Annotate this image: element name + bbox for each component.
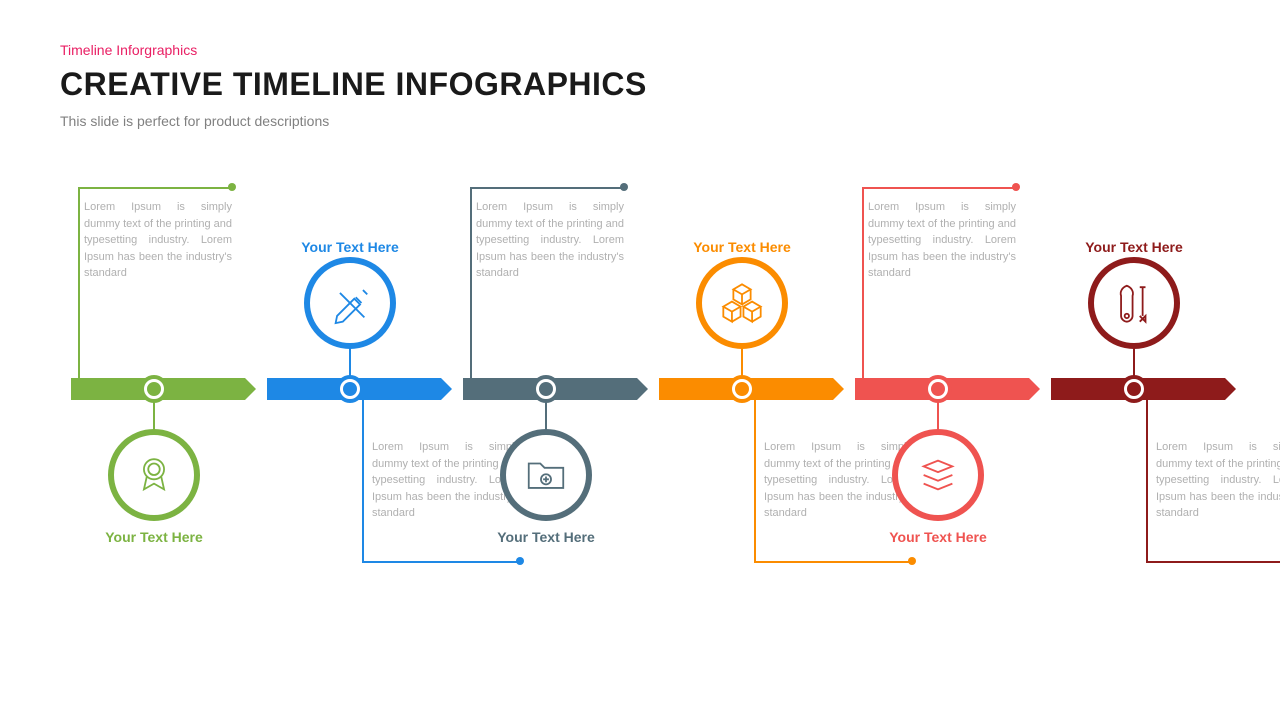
main-title: CREATIVE TIMELINE INFOGRAPHICS [60,66,647,103]
timeline-item-label: Your Text Here [105,529,203,545]
connector-dot [908,557,916,565]
layers-icon [892,429,984,521]
desc-connector [362,389,364,561]
timeline-node [924,375,952,403]
connector-dot [228,183,236,191]
desc-connector [78,187,80,389]
timeline-item-desc: Lorem Ipsum is simply dummy text of the … [84,199,232,282]
tools-icon [1088,257,1180,349]
timeline-item-desc: Lorem Ipsum is simply dummy text of the … [868,199,1016,282]
desc-connector [1146,389,1148,561]
desc-connector [754,389,756,561]
desc-connector [470,187,624,189]
timeline-node [728,375,756,403]
desc-connector [362,561,520,563]
header: Timeline Inforgraphics CREATIVE TIMELINE… [60,42,647,129]
pencil-icon [304,257,396,349]
desc-connector [862,187,1016,189]
timeline-node [336,375,364,403]
timeline-item-label: Your Text Here [497,529,595,545]
timeline-node [140,375,168,403]
timeline-item-desc: Lorem Ipsum is simply dummy text of the … [1156,439,1280,522]
cubes-icon [696,257,788,349]
folder-icon [500,429,592,521]
connector-dot [516,557,524,565]
desc-connector [1146,561,1280,563]
overline: Timeline Inforgraphics [60,42,647,58]
timeline-item-desc: Lorem Ipsum is simply dummy text of the … [476,199,624,282]
timeline-item-desc: Lorem Ipsum is simply dummy text of the … [764,439,912,522]
timeline-node [532,375,560,403]
connector-dot [1012,183,1020,191]
timeline-item-desc: Lorem Ipsum is simply dummy text of the … [372,439,520,522]
connector-dot [620,183,628,191]
desc-connector [78,187,232,189]
desc-connector [862,187,864,389]
timeline-item-label: Your Text Here [889,529,987,545]
award-icon [108,429,200,521]
desc-connector [754,561,912,563]
timeline-item-label: Your Text Here [1085,239,1183,255]
subtitle: This slide is perfect for product descri… [60,113,647,129]
timeline-item-label: Your Text Here [301,239,399,255]
desc-connector [470,187,472,389]
timeline-item-label: Your Text Here [693,239,791,255]
timeline-node [1120,375,1148,403]
